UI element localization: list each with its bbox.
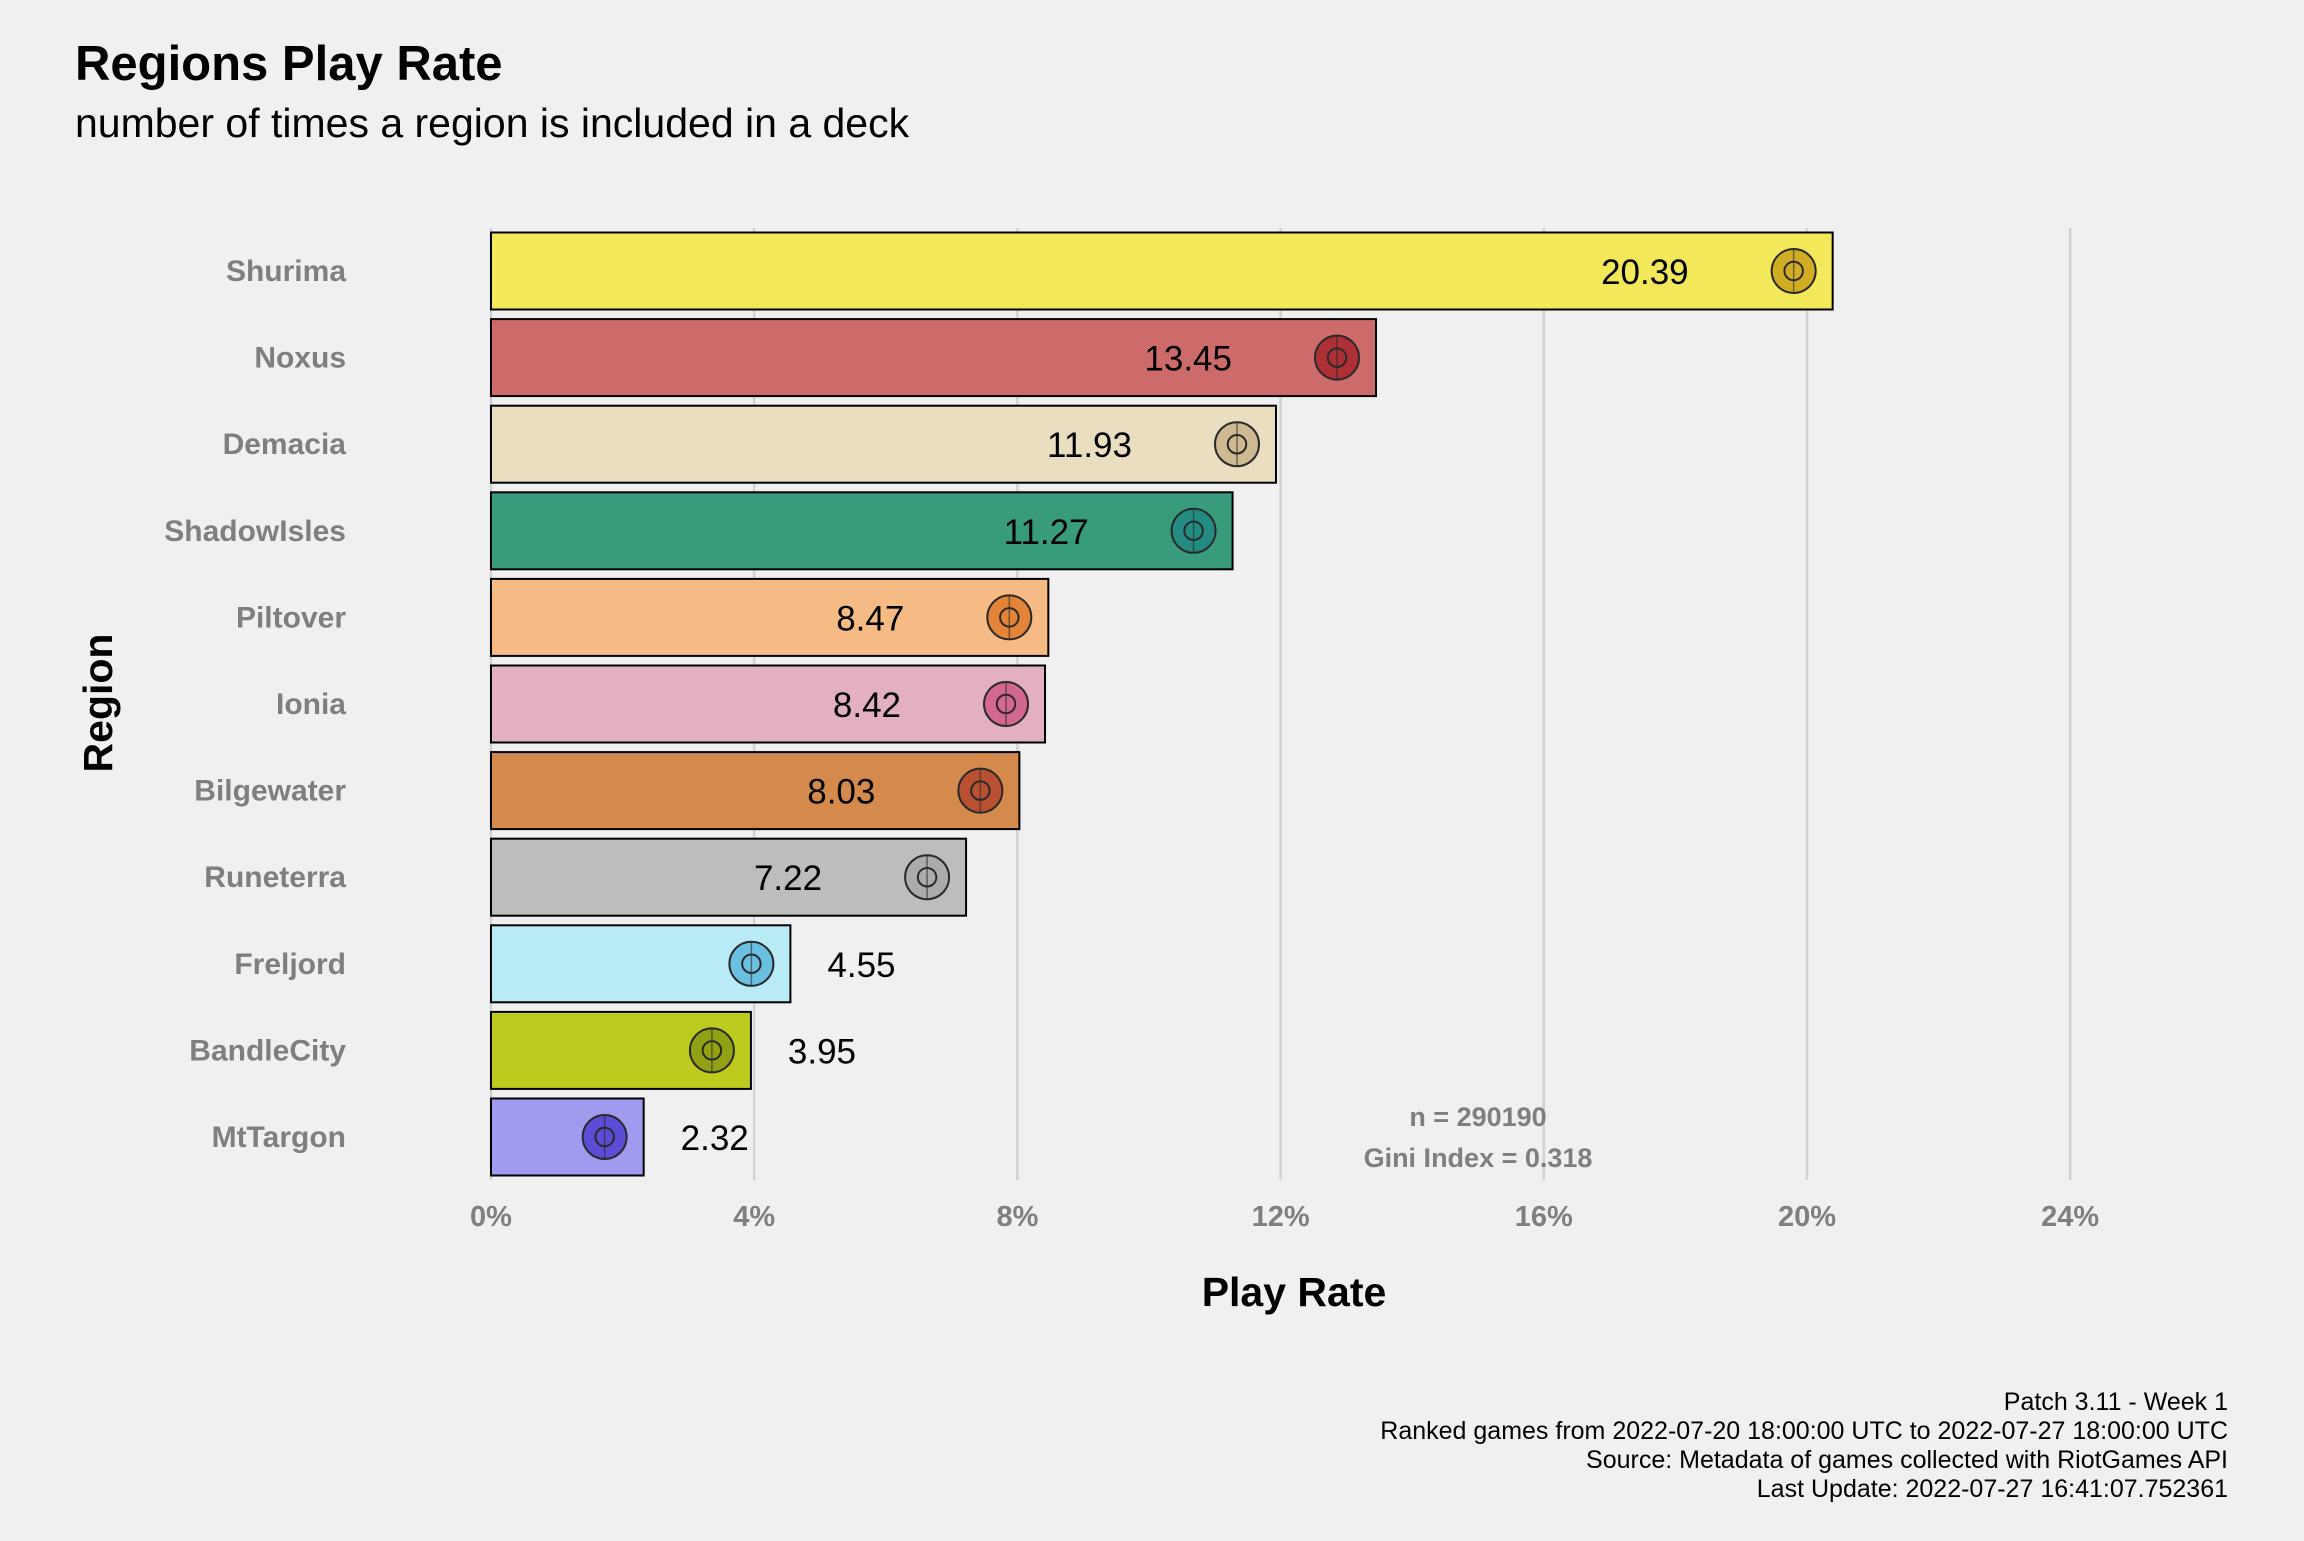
shurima-icon [1770,248,1817,294]
noxus-icon [1314,334,1361,381]
bar-value-label: 3.95 [788,1032,856,1071]
bar-value-label: 11.93 [1047,426,1132,465]
x-tick-label: 4% [733,1201,775,1233]
x-tick-label: 16% [1515,1201,1573,1233]
shadowisles-icon [1170,507,1217,554]
x-tick-label: 0% [470,1201,512,1233]
y-tick-label: Runeterra [204,861,346,894]
y-tick-label: ShadowIsles [164,515,346,548]
chart-title: Regions Play Rate [75,37,503,91]
caption-line-2: Ranked games from 2022-07-20 18:00:00 UT… [1380,1417,2228,1445]
x-tick-label: 8% [996,1201,1038,1233]
bars: 20.39 13.45 11.93 11.27 8.47 8.42 8.03 7.22 4.55… [490,231,1834,1177]
bar-value-label: 13.45 [1144,340,1232,379]
annotation-gini: Gini Index = 0.318 [1364,1143,1593,1173]
bar [490,1097,645,1177]
mttargon-icon [581,1114,628,1160]
caption-line-1: Patch 3.11 - Week 1 [2004,1388,2228,1416]
y-tick-label: Shurima [226,255,346,288]
y-tick-label: Piltover [236,601,346,634]
bar [490,751,1021,831]
y-tick-label: Freljord [234,948,346,981]
bar-value-label: 4.55 [827,946,895,985]
x-tick-labels: 0% 4% 8% 12% 16% 20% 24% [470,1201,2099,1233]
bar [490,837,968,917]
bar-value-label: 8.03 [807,773,875,812]
annotation-n: n = 290190 [1409,1102,1546,1132]
x-tick-label: 24% [2041,1201,2099,1233]
x-axis-title: Play Rate [1202,1269,1387,1315]
bar-value-label: 20.39 [1601,253,1689,292]
y-tick-label: BandleCity [189,1034,346,1067]
bar [490,231,1834,311]
piltover-icon [986,594,1033,641]
bar [490,318,1378,398]
y-tick-label: Bilgewater [194,775,346,808]
bar [490,491,1234,571]
bandlecity-icon [688,1027,735,1074]
bar-value-label: 11.27 [1004,513,1089,552]
bilgewater-icon [957,767,1004,814]
y-tick-label: Noxus [254,342,346,375]
bar-value-label: 2.32 [681,1119,749,1158]
bar [490,404,1277,484]
ionia-icon [983,681,1030,727]
x-tick-label: 20% [1778,1201,1836,1233]
y-tick-labels: Shurima Noxus Demacia ShadowIsles Piltover Io… [164,255,346,1154]
y-axis-title: Region [75,634,121,773]
y-tick-label: MtTargon [212,1121,346,1154]
y-tick-label: Ionia [276,688,346,721]
x-tick-label: 12% [1252,1201,1310,1233]
demacia-icon [1213,421,1260,468]
freljord-icon [728,940,775,987]
caption-line-4: Last Update: 2022-07-27 16:41:07.752361 [1757,1475,2228,1503]
bar-value-label: 7.22 [754,859,822,898]
runeterra-icon [904,854,951,901]
chart-subtitle: number of times a region is included in … [75,100,910,146]
bar-value-label: 8.47 [836,599,904,638]
bar [490,577,1050,657]
y-tick-label: Demacia [223,428,347,461]
bar [490,664,1047,744]
bar-value-label: 8.42 [833,686,901,725]
caption-line-3: Source: Metadata of games collected with… [1586,1446,2228,1474]
